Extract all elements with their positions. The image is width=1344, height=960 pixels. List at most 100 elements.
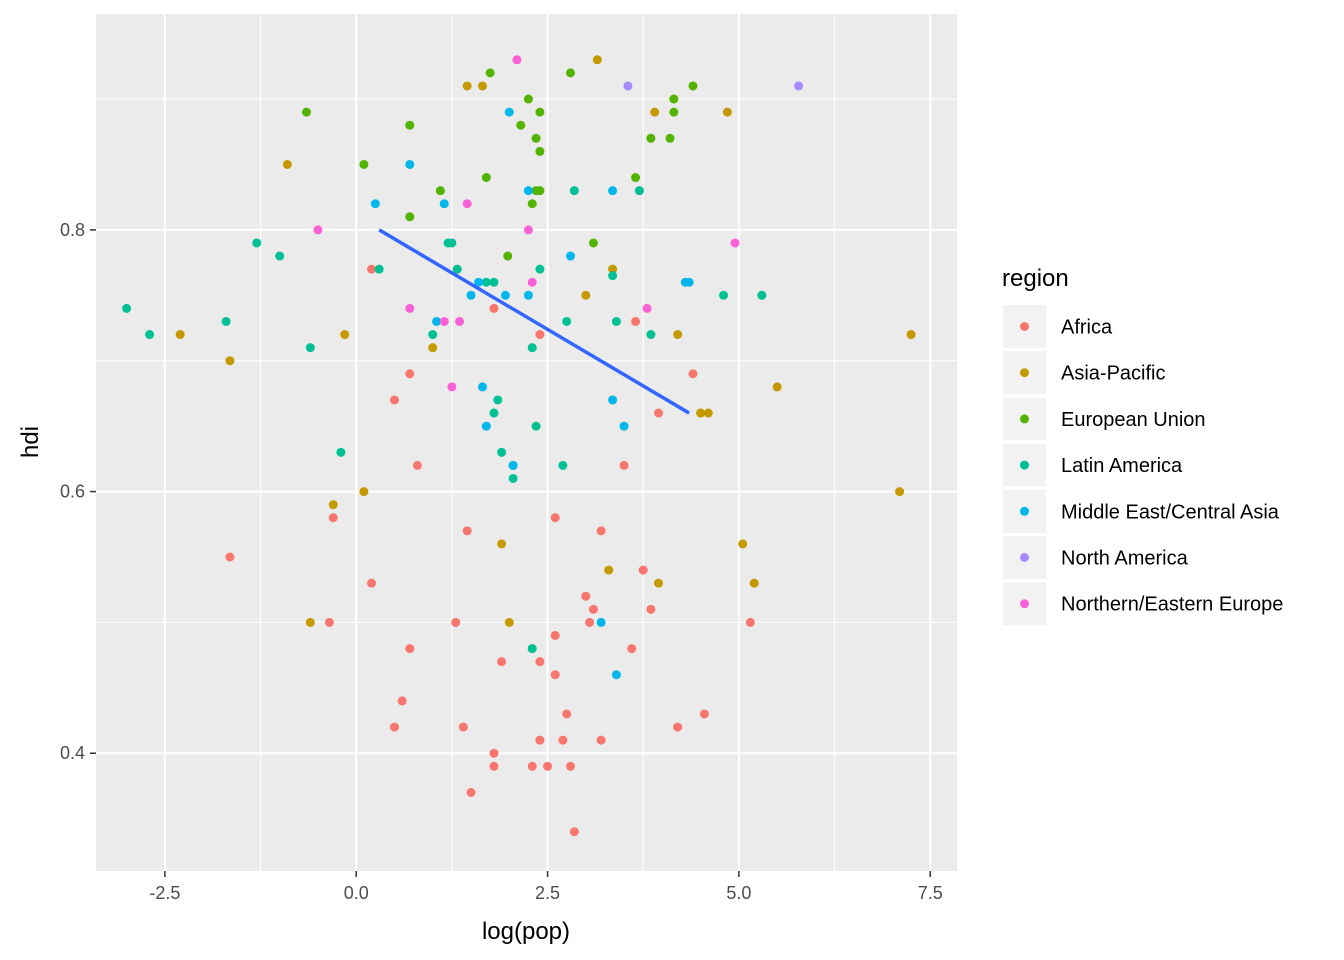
data-point-latin-america — [374, 264, 384, 274]
data-point-middle-east-central-asia — [432, 316, 442, 326]
data-point-asia-pacific — [282, 159, 292, 169]
data-point-africa — [638, 565, 648, 575]
data-point-africa — [588, 604, 598, 614]
legend-label-north-america: North America — [1061, 548, 1189, 570]
data-point-european-union — [503, 251, 513, 261]
data-point-european-union — [631, 173, 641, 183]
data-point-latin-america — [558, 460, 568, 470]
trend-line-group — [378, 228, 691, 415]
data-point-africa — [535, 657, 545, 667]
data-point-asia-pacific — [428, 343, 438, 353]
data-point-africa — [405, 369, 415, 379]
data-point-asia-pacific — [477, 81, 487, 91]
data-point-latin-america — [611, 316, 621, 326]
data-point-africa — [405, 644, 415, 654]
data-point-european-union — [688, 81, 698, 91]
data-point-africa — [596, 735, 606, 745]
data-point-european-union — [646, 133, 656, 143]
y-axis-ticks: 0.4 0.6 0.8 — [60, 220, 96, 763]
data-point-asia-pacific — [592, 55, 602, 65]
data-point-asia-pacific — [749, 578, 759, 588]
data-point-middle-east-central-asia — [523, 186, 533, 196]
data-point-asia-pacific — [305, 617, 315, 627]
y-tick-label: 0.6 — [60, 482, 85, 502]
data-point-africa — [673, 722, 683, 732]
data-point-middle-east-central-asia — [523, 290, 533, 300]
data-point-middle-east-central-asia — [370, 199, 380, 209]
data-point-latin-america — [535, 264, 545, 274]
data-point-latin-america — [145, 330, 155, 340]
data-point-northern-eastern-europe — [523, 225, 533, 235]
data-point-africa — [397, 696, 407, 706]
data-point-european-union — [435, 186, 445, 196]
legend-key-northern-eastern-europe — [1020, 599, 1029, 609]
legend-title: region — [1002, 265, 1069, 292]
data-point-asia-pacific — [604, 565, 614, 575]
data-point-asia-pacific — [772, 382, 782, 392]
data-point-latin-america — [122, 303, 132, 313]
data-point-middle-east-central-asia — [611, 670, 621, 680]
data-point-northern-eastern-europe — [439, 316, 449, 326]
x-axis-ticks: -2.5 0.0 2.5 5.0 7.5 — [149, 871, 943, 903]
data-point-european-union — [405, 120, 415, 130]
data-point-middle-east-central-asia — [608, 395, 618, 405]
data-point-africa — [367, 264, 377, 274]
legend-key-european-union — [1020, 414, 1029, 424]
data-point-middle-east-central-asia — [439, 199, 449, 209]
data-point-latin-america — [634, 186, 644, 196]
legend-label-latin-america: Latin America — [1061, 455, 1183, 477]
data-point-africa — [543, 761, 553, 771]
data-point-northern-eastern-europe — [642, 303, 652, 313]
data-point-latin-america — [428, 330, 438, 340]
data-point-africa — [225, 552, 235, 562]
data-point-africa — [566, 761, 576, 771]
data-point-european-union — [566, 68, 576, 78]
legend: region Africa Asia-Pacific European Union L… — [1002, 265, 1283, 626]
data-point-northern-eastern-europe — [730, 238, 740, 248]
data-point-latin-america — [569, 186, 579, 196]
data-point-africa — [550, 513, 560, 523]
data-point-middle-east-central-asia — [608, 186, 618, 196]
data-point-latin-america — [452, 264, 462, 274]
data-point-european-union — [485, 68, 495, 78]
data-point-asia-pacific — [895, 487, 905, 497]
minor-gridlines — [96, 14, 957, 871]
data-point-africa — [550, 670, 560, 680]
data-point-middle-east-central-asia — [566, 251, 576, 261]
data-point-latin-america — [757, 290, 767, 300]
data-point-asia-pacific — [504, 617, 514, 627]
data-point-africa — [412, 460, 422, 470]
data-point-africa — [367, 578, 377, 588]
data-point-asia-pacific — [328, 500, 338, 510]
data-point-africa — [328, 513, 338, 523]
data-point-european-union — [669, 107, 679, 117]
data-points — [122, 55, 916, 837]
data-point-middle-east-central-asia — [466, 290, 476, 300]
data-point-middle-east-central-asia — [504, 107, 514, 117]
data-point-european-union — [516, 120, 526, 130]
data-point-asia-pacific — [654, 578, 664, 588]
data-point-european-union — [588, 238, 598, 248]
data-point-asia-pacific — [340, 330, 350, 340]
legend-key-asia-pacific — [1020, 368, 1029, 378]
data-point-africa — [596, 526, 606, 536]
data-point-asia-pacific — [225, 356, 235, 366]
data-point-africa — [535, 330, 545, 340]
data-point-asia-pacific — [673, 330, 683, 340]
data-point-africa — [462, 526, 472, 536]
data-point-asia-pacific — [175, 330, 185, 340]
data-point-middle-east-central-asia — [619, 421, 629, 431]
legend-label-northern-eastern-europe: Northern/Eastern Europe — [1061, 594, 1283, 616]
data-point-european-union — [481, 173, 491, 183]
data-point-asia-pacific — [497, 539, 507, 549]
data-point-africa — [389, 395, 399, 405]
data-point-asia-pacific — [722, 107, 732, 117]
data-point-asia-pacific — [581, 290, 591, 300]
data-point-northern-eastern-europe — [512, 55, 522, 65]
legend-key-africa — [1020, 322, 1029, 331]
data-point-africa — [489, 748, 499, 758]
x-tick-label: 5.0 — [726, 883, 751, 903]
major-gridlines — [96, 14, 957, 871]
data-point-latin-america — [275, 251, 285, 261]
data-point-european-union — [359, 159, 369, 169]
